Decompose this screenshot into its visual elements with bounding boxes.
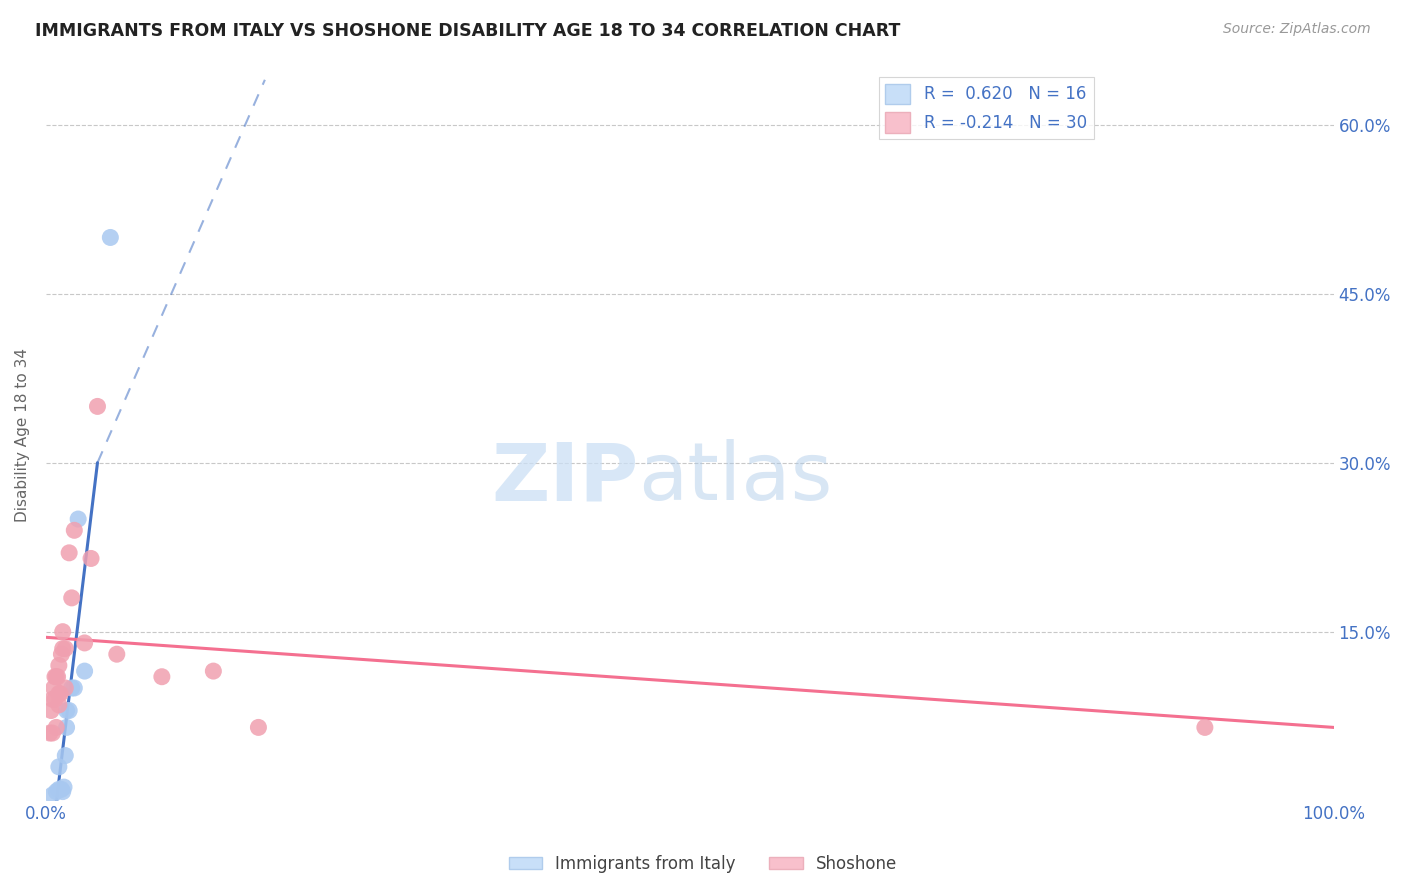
Point bbox=[53, 681, 76, 695]
Point bbox=[58, 704, 80, 718]
Text: IMMIGRANTS FROM ITALY VS SHOSHONE DISABILITY AGE 18 TO 34 CORRELATION CHART: IMMIGRANTS FROM ITALY VS SHOSHONE DISABI… bbox=[35, 22, 900, 40]
Point bbox=[52, 784, 75, 798]
Point bbox=[49, 687, 72, 701]
Point bbox=[53, 748, 76, 763]
Point bbox=[45, 720, 67, 734]
Point bbox=[67, 512, 90, 526]
Point bbox=[63, 681, 86, 695]
Point bbox=[58, 546, 80, 560]
Y-axis label: Disability Age 18 to 34: Disability Age 18 to 34 bbox=[15, 348, 30, 522]
Point bbox=[80, 551, 103, 566]
Point bbox=[73, 664, 96, 678]
Point bbox=[48, 687, 70, 701]
Point bbox=[150, 670, 173, 684]
Point bbox=[52, 624, 75, 639]
Point bbox=[53, 641, 76, 656]
Legend: R =  0.620   N = 16, R = -0.214   N = 30: R = 0.620 N = 16, R = -0.214 N = 30 bbox=[879, 77, 1094, 139]
Point bbox=[45, 784, 67, 798]
Point bbox=[73, 636, 96, 650]
Text: atlas: atlas bbox=[638, 440, 832, 517]
Point bbox=[46, 670, 69, 684]
Point bbox=[48, 760, 70, 774]
Text: ZIP: ZIP bbox=[491, 440, 638, 517]
Point bbox=[60, 681, 83, 695]
Point bbox=[55, 704, 77, 718]
Point bbox=[45, 670, 67, 684]
Point bbox=[1194, 720, 1216, 734]
Point bbox=[202, 664, 225, 678]
Point bbox=[44, 692, 66, 706]
Point bbox=[41, 692, 63, 706]
Point bbox=[53, 780, 76, 794]
Point bbox=[86, 400, 108, 414]
Point bbox=[63, 524, 86, 538]
Point bbox=[247, 720, 270, 734]
Point bbox=[48, 782, 70, 797]
Legend: Immigrants from Italy, Shoshone: Immigrants from Italy, Shoshone bbox=[502, 848, 904, 880]
Point bbox=[48, 658, 70, 673]
Text: Source: ZipAtlas.com: Source: ZipAtlas.com bbox=[1223, 22, 1371, 37]
Point bbox=[51, 647, 73, 661]
Point bbox=[41, 726, 63, 740]
Point bbox=[48, 698, 70, 712]
Point bbox=[41, 788, 63, 802]
Point bbox=[39, 704, 62, 718]
Point bbox=[52, 641, 75, 656]
Point bbox=[38, 726, 60, 740]
Point bbox=[60, 591, 83, 605]
Point bbox=[44, 670, 66, 684]
Point bbox=[98, 230, 121, 244]
Point bbox=[105, 647, 128, 661]
Point bbox=[42, 681, 65, 695]
Point bbox=[51, 782, 73, 797]
Point bbox=[55, 720, 77, 734]
